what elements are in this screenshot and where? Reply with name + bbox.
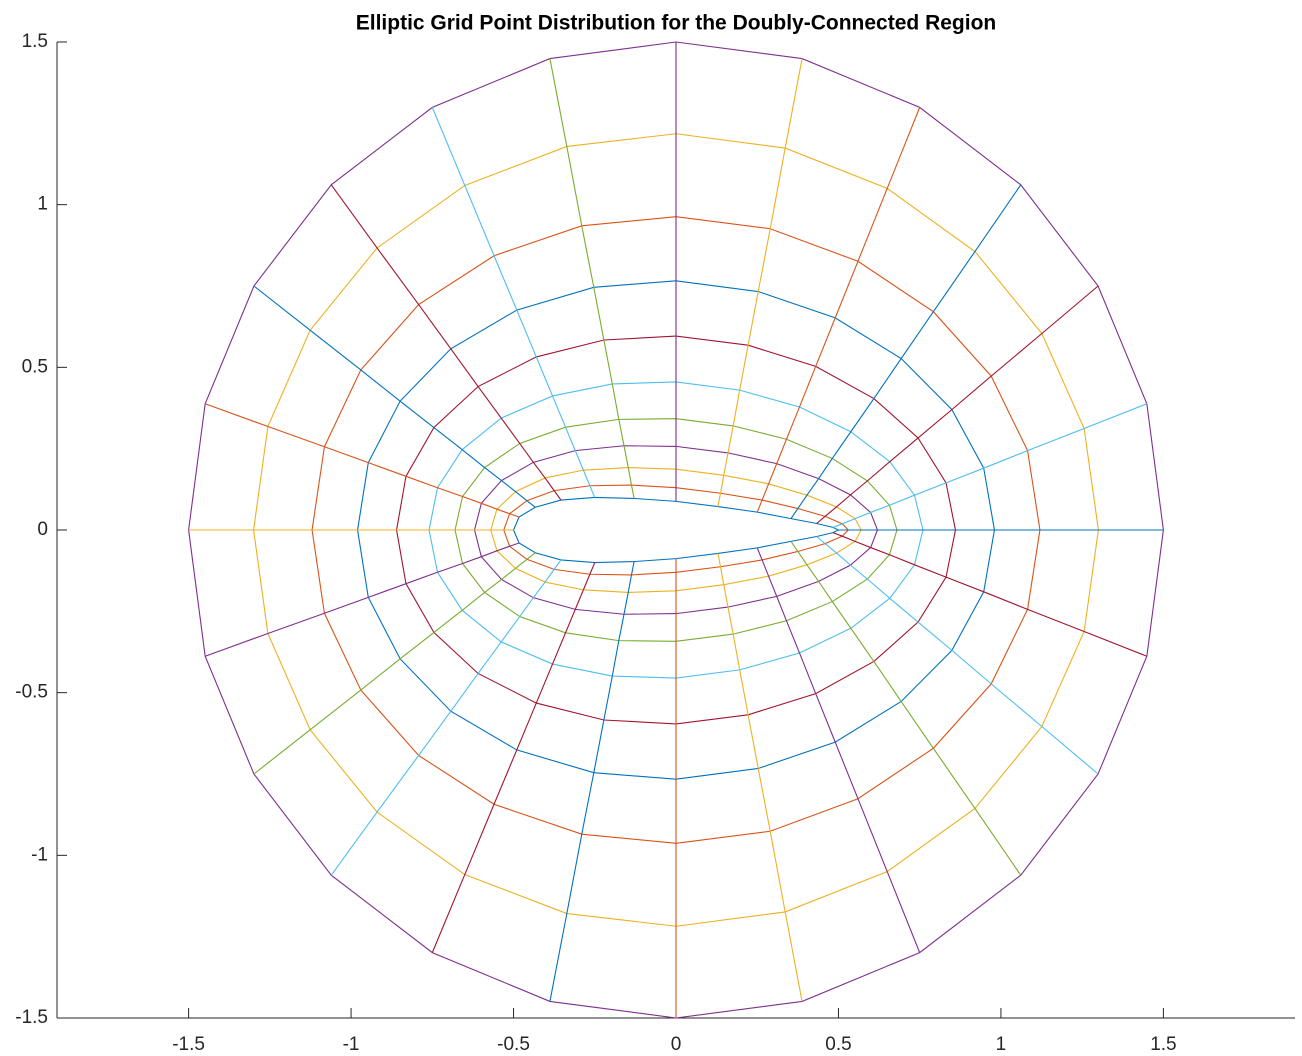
grid-radial	[204, 542, 520, 657]
x-tick-label: 0	[671, 1034, 682, 1055]
grid-radial	[717, 58, 803, 507]
grid-radial	[756, 107, 921, 513]
x-tick-label: -0.5	[497, 1034, 530, 1055]
x-tick-label: -1	[343, 1034, 360, 1055]
y-tick-label: -1.5	[15, 1007, 48, 1028]
grid-radial	[253, 552, 536, 775]
grid-radial	[330, 184, 562, 501]
y-tick-label: -1	[31, 844, 48, 865]
grid-radial	[549, 58, 635, 499]
grid-radial	[204, 403, 520, 518]
grid-radial	[832, 532, 1148, 657]
grid-radial	[790, 541, 1022, 876]
y-tick-label: -0.5	[15, 682, 48, 703]
grid-radial	[431, 562, 596, 953]
grid-radial	[816, 285, 1099, 524]
grid-ring	[512, 496, 839, 564]
x-tick-label: 1	[996, 1034, 1007, 1055]
grid-radial	[253, 285, 536, 508]
y-tick-label: 0.5	[22, 356, 48, 377]
x-tick-label: 1.5	[1150, 1034, 1176, 1055]
grid-radial	[431, 107, 596, 498]
y-tick-label: 0	[37, 519, 48, 540]
x-tick-label: -1.5	[172, 1034, 205, 1055]
grid-radial	[790, 184, 1022, 519]
grid-radial	[330, 559, 562, 876]
x-tick-label: 0.5	[825, 1034, 851, 1055]
grid-radial	[756, 547, 921, 953]
chart-title: Elliptic Grid Point Distribution for the…	[356, 12, 996, 35]
grid-radial	[832, 403, 1148, 528]
y-tick-label: 1.5	[22, 31, 48, 52]
grid-radial	[816, 536, 1099, 775]
grid-radial	[717, 553, 803, 1002]
y-tick-label: 1	[37, 194, 48, 215]
grid-radial	[549, 561, 635, 1002]
